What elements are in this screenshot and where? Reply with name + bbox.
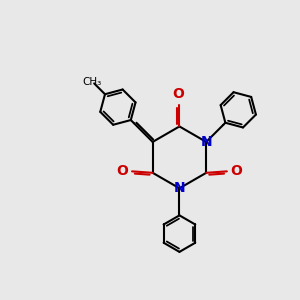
Text: O: O <box>116 164 128 178</box>
Text: N: N <box>174 181 186 195</box>
Text: N: N <box>201 135 213 149</box>
Text: O: O <box>172 87 184 101</box>
Text: O: O <box>231 164 242 178</box>
Text: CH₃: CH₃ <box>83 77 102 87</box>
